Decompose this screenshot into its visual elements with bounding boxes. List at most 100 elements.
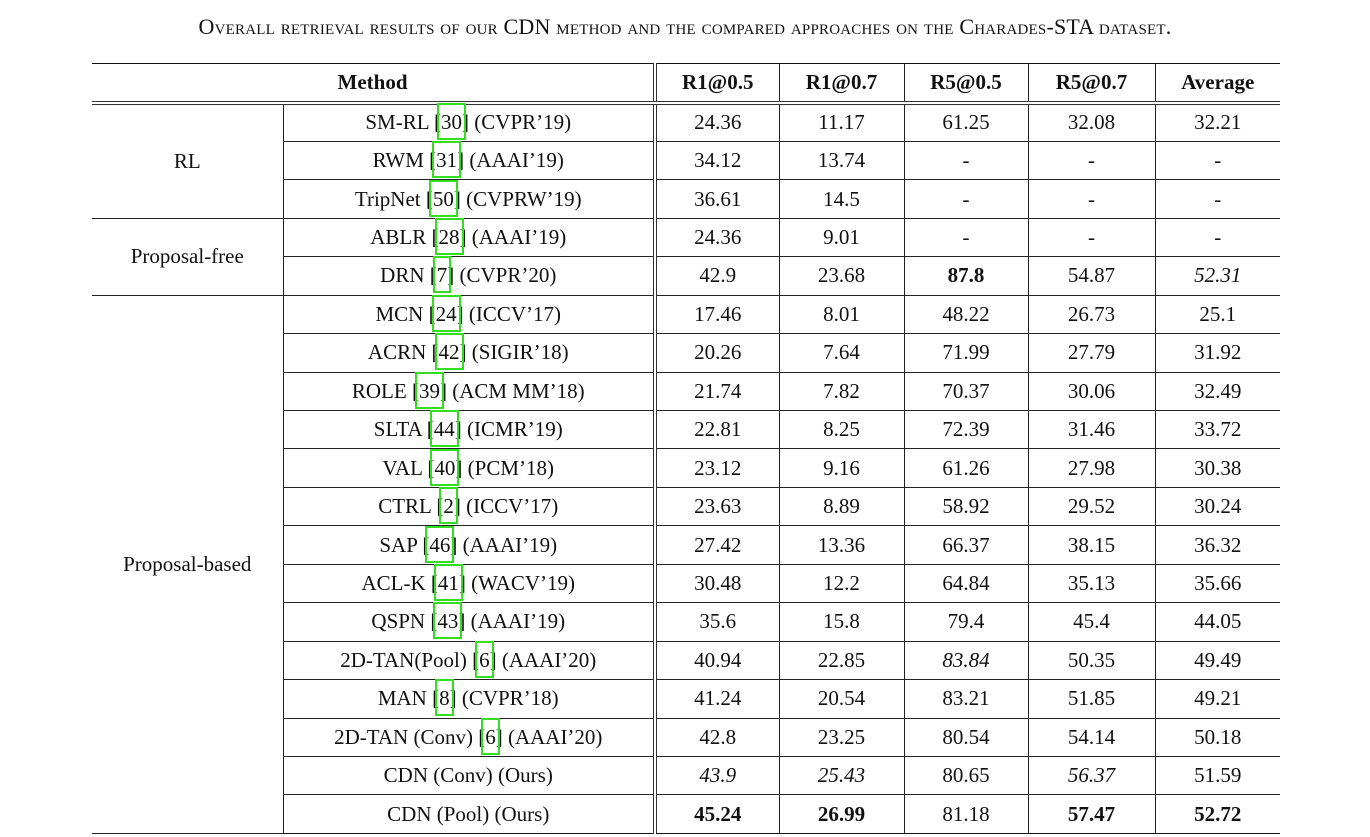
metric-value: 57.47 bbox=[1027, 794, 1155, 834]
table-row: CTRL [2] (ICCV’17) 23.63 8.89 58.92 29.52 30.… bbox=[92, 487, 1280, 527]
table-row: ROLE [39] (ACM MM’18) 21.74 7.82 70.37 30.06… bbox=[92, 371, 1280, 412]
metric-value: 38.15 bbox=[1027, 525, 1155, 565]
table-row: VAL [40] (PCM’18) 23.12 9.16 61.26 27.98 30.3… bbox=[92, 448, 1280, 488]
metric-value: 30.24 bbox=[1154, 487, 1280, 527]
table-row: SLTA [44] (ICMR’19) 22.81 8.25 72.39 31.46 33… bbox=[92, 410, 1280, 450]
metric-value: 31.46 bbox=[1027, 410, 1155, 450]
table-row: QSPN [43] (AAAI’19) 35.6 15.8 79.4 45.4 44.05 bbox=[92, 602, 1280, 642]
metric-value: 80.54 bbox=[903, 718, 1028, 757]
table-caption: Overall retrieval results of our CDN met… bbox=[198, 14, 1172, 39]
citation-ref[interactable]: 30 bbox=[437, 103, 467, 141]
method-venue: (CVPR’19) bbox=[474, 110, 572, 135]
metric-value: 32.08 bbox=[1027, 103, 1155, 142]
method-venue: (ICCV’17) bbox=[468, 301, 561, 326]
metric-value: 26.73 bbox=[1027, 295, 1155, 335]
metric-value: 45.24 bbox=[653, 794, 779, 834]
citation-ref[interactable]: 40 bbox=[430, 448, 460, 486]
metric-value: 70.37 bbox=[903, 372, 1028, 412]
method-cell: CDN (Conv) (Ours) bbox=[283, 756, 655, 796]
citation-ref[interactable]: 50 bbox=[428, 179, 458, 217]
group-label: Proposal-based bbox=[92, 295, 284, 834]
citation-ref[interactable]: 41 bbox=[433, 563, 463, 601]
metric-value: 36.32 bbox=[1154, 525, 1280, 565]
method-cell: TripNet [50] (CVPRW’19) bbox=[283, 179, 655, 219]
group-label: RL bbox=[92, 103, 284, 219]
method-name: SM-RL bbox=[365, 110, 429, 135]
method-venue: (ICCV’17) bbox=[466, 494, 559, 519]
metric-value: 64.84 bbox=[903, 564, 1028, 604]
citation-ref[interactable]: 31 bbox=[432, 141, 462, 179]
metric-value: 30.06 bbox=[1027, 372, 1155, 412]
method-name: 2D-TAN (Conv) bbox=[334, 724, 473, 749]
results-table: Method R1@0.5 R1@0.7 R5@0.5 R5@0.7 Avera… bbox=[92, 63, 1280, 834]
metric-value: 9.01 bbox=[778, 218, 904, 258]
method-name: SLTA bbox=[373, 417, 422, 442]
table-row: SAP [46] (AAAI’19) 27.42 13.36 66.37 38.15 36… bbox=[92, 525, 1280, 565]
header-r1-07: R1@0.7 bbox=[778, 63, 904, 105]
method-venue: (AAAI’20) bbox=[501, 647, 597, 672]
method-name: MAN bbox=[377, 686, 427, 711]
table-row: Proposal-based MCN [24] (ICCV’17) 17.46 8.0… bbox=[92, 294, 1280, 834]
table-row: ACRN [42] (SIGIR’18) 20.26 7.64 71.99 27.79 3… bbox=[92, 333, 1280, 373]
metric-value: 49.49 bbox=[1154, 641, 1280, 681]
method-cell: MCN [24] (ICCV’17) bbox=[283, 294, 655, 335]
method-venue: (ICMR’19) bbox=[467, 417, 563, 442]
citation-ref[interactable]: 28 bbox=[434, 218, 464, 256]
method-venue: (AAAI’19) bbox=[470, 609, 566, 634]
method-name: ACL-K bbox=[361, 570, 426, 595]
citation-ref[interactable]: 39 bbox=[414, 371, 444, 409]
metric-value: - bbox=[903, 141, 1028, 181]
metric-value: 14.5 bbox=[778, 179, 904, 219]
metric-value: 22.81 bbox=[653, 410, 779, 450]
method-cell: DRN [7] (CVPR’20) bbox=[283, 256, 655, 296]
metric-value: 27.42 bbox=[653, 525, 779, 565]
metric-value: 51.59 bbox=[1154, 756, 1280, 796]
metric-value: 66.37 bbox=[903, 525, 1028, 565]
metric-value: 30.48 bbox=[653, 564, 779, 604]
metric-value: 32.49 bbox=[1154, 372, 1280, 412]
metric-value: 51.85 bbox=[1027, 679, 1155, 719]
metric-value: 23.68 bbox=[778, 256, 904, 296]
citation-ref[interactable]: 2 bbox=[439, 487, 458, 525]
metric-value: - bbox=[1154, 141, 1280, 181]
metric-value: 29.52 bbox=[1027, 487, 1155, 527]
method-cell: ACL-K [41] (WACV’19) bbox=[283, 563, 655, 604]
citation-ref[interactable]: 8 bbox=[435, 679, 453, 717]
metric-value: 48.22 bbox=[903, 295, 1028, 335]
metric-value: 35.66 bbox=[1154, 564, 1280, 604]
method-name: QSPN bbox=[371, 609, 426, 634]
citation-ref[interactable]: 44 bbox=[429, 410, 459, 448]
method-venue: (CVPRW’19) bbox=[466, 186, 582, 211]
citation-ref[interactable]: 6 bbox=[481, 717, 500, 755]
metric-value: 23.25 bbox=[778, 718, 904, 757]
metric-value: 20.54 bbox=[778, 679, 904, 719]
metric-value: 23.12 bbox=[653, 448, 779, 488]
group-label: Proposal-free bbox=[92, 218, 284, 296]
citation-ref[interactable]: 7 bbox=[432, 256, 451, 294]
table-row: 2D-TAN(Pool) [6] (AAAI’20) 40.94 22.85 83.8… bbox=[92, 640, 1280, 681]
citation-ref[interactable]: 43 bbox=[433, 602, 463, 640]
method-name: ACRN bbox=[367, 340, 427, 365]
method-venue: (AAAI’19) bbox=[469, 148, 564, 173]
metric-value: - bbox=[903, 179, 1028, 219]
header-method: Method bbox=[92, 63, 655, 105]
citation-ref[interactable]: 24 bbox=[431, 294, 461, 332]
citation-ref[interactable]: 46 bbox=[425, 525, 455, 563]
method-cell: RWM [31] (AAAI’19) bbox=[283, 141, 655, 181]
metric-value: 34.12 bbox=[653, 141, 779, 181]
header-r5-07: R5@0.7 bbox=[1027, 63, 1155, 105]
method-name: RWM bbox=[372, 148, 424, 173]
metric-value: 42.8 bbox=[653, 718, 779, 757]
citation-ref[interactable]: 6 bbox=[475, 640, 493, 678]
metric-value: 83.84 bbox=[903, 641, 1028, 681]
metric-value: - bbox=[1154, 218, 1280, 258]
metric-value: 50.18 bbox=[1154, 718, 1280, 757]
citation-ref[interactable]: 42 bbox=[434, 333, 464, 371]
metric-value: 25.1 bbox=[1154, 295, 1280, 335]
metric-value: 35.6 bbox=[653, 602, 779, 642]
method-cell: ACRN [42] (SIGIR’18) bbox=[283, 333, 655, 373]
table-row: DRN [7] (CVPR’20) 42.9 23.68 87.8 54.87 52.31 bbox=[92, 256, 1280, 296]
method-cell: SM-RL [30] (CVPR’19) bbox=[283, 103, 655, 142]
metric-value: 15.8 bbox=[778, 602, 904, 642]
method-name: DRN bbox=[380, 263, 425, 288]
